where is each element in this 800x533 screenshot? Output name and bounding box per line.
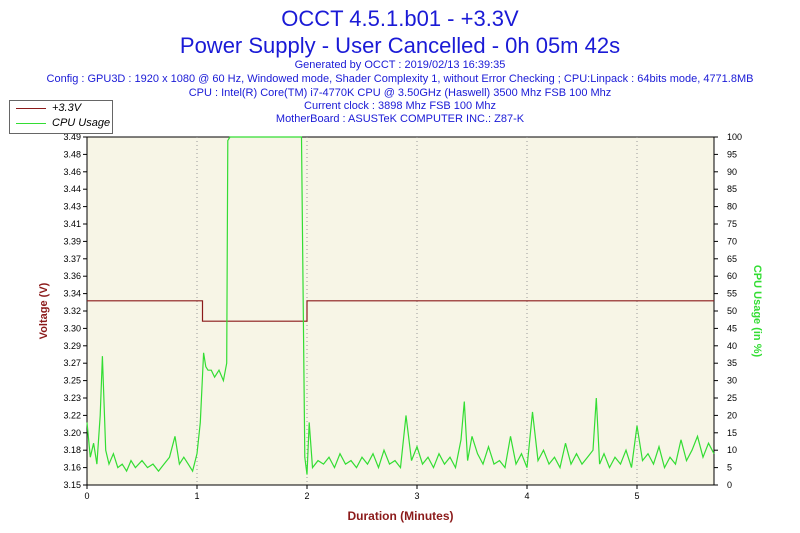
y-left-tick-label: 3.44 bbox=[63, 184, 81, 194]
y-left-tick-label: 3.18 bbox=[63, 445, 81, 455]
y-right-tick-label: 60 bbox=[727, 271, 737, 281]
y-left-tick-label: 3.20 bbox=[63, 428, 81, 438]
y-right-tick-label: 5 bbox=[727, 463, 732, 473]
config-info: Config : GPU3D : 1920 x 1080 @ 60 Hz, Wi… bbox=[46, 73, 754, 85]
chart-legend: +3.3V CPU Usage bbox=[9, 100, 113, 134]
y-left-tick-label: 3.46 bbox=[63, 167, 81, 177]
y-right-tick-label: 45 bbox=[727, 323, 737, 333]
y-left-tick-label: 3.43 bbox=[63, 202, 81, 212]
y-left-tick-label: 3.23 bbox=[63, 393, 81, 403]
y-right-tick-label: 95 bbox=[727, 149, 737, 159]
y-left-tick-label: 3.30 bbox=[63, 323, 81, 333]
y-left-tick-label: 3.34 bbox=[63, 289, 81, 299]
x-tick-label: 0 bbox=[84, 491, 89, 501]
x-axis-title: Duration (Minutes) bbox=[348, 509, 454, 523]
y-left-tick-label: 3.39 bbox=[63, 236, 81, 246]
x-tick-label: 1 bbox=[194, 491, 199, 501]
y-right-tick-label: 35 bbox=[727, 358, 737, 368]
generated-info: Generated by OCCT : 2019/02/13 16:39:35 bbox=[294, 59, 506, 71]
y-left-tick-label: 3.15 bbox=[63, 480, 81, 490]
legend-item-cpu: CPU Usage bbox=[10, 116, 112, 131]
x-tick-label: 4 bbox=[524, 491, 529, 501]
y-right-tick-label: 85 bbox=[727, 184, 737, 194]
chart-title-line2: Power Supply - User Cancelled - 0h 05m 4… bbox=[179, 33, 621, 58]
y-right-tick-label: 20 bbox=[727, 410, 737, 420]
y-left-tick-label: 3.29 bbox=[63, 341, 81, 351]
y-left-axis-title: Voltage (V) bbox=[38, 282, 50, 339]
cpu-usage-series-line bbox=[86, 136, 715, 475]
x-tick-label: 5 bbox=[634, 491, 639, 501]
y-left-tick-label: 3.27 bbox=[63, 358, 81, 368]
chart-title-line1: OCCT 4.5.1.b01 - +3.3V bbox=[281, 6, 519, 31]
cpu-info: CPU : Intel(R) Core(TM) i7-4770K CPU @ 3… bbox=[188, 87, 612, 99]
y-left-tick-label: 3.49 bbox=[63, 132, 81, 142]
y-right-tick-label: 90 bbox=[727, 167, 737, 177]
y-right-tick-label: 50 bbox=[727, 306, 737, 316]
voltage-series-line bbox=[87, 300, 714, 322]
y-left-tick-label: 3.25 bbox=[63, 376, 81, 386]
y-right-tick-label: 70 bbox=[727, 236, 737, 246]
y-right-tick-label: 30 bbox=[727, 376, 737, 386]
y-right-tick-label: 25 bbox=[727, 393, 737, 403]
y-left-tick-label: 3.22 bbox=[63, 410, 81, 420]
y-right-tick-label: 0 bbox=[727, 480, 732, 490]
y-right-tick-label: 75 bbox=[727, 219, 737, 229]
y-left-tick-label: 3.36 bbox=[63, 271, 81, 281]
y-left-tick-label: 3.37 bbox=[63, 254, 81, 264]
legend-label-cpu: CPU Usage bbox=[52, 117, 111, 129]
legend-item-voltage: +3.3V bbox=[10, 101, 112, 116]
plot-area bbox=[86, 136, 715, 486]
y-left-tick-label: 3.48 bbox=[63, 149, 81, 159]
legend-swatch-cpu bbox=[16, 123, 46, 124]
x-tick-label: 2 bbox=[304, 491, 309, 501]
legend-label-voltage: +3.3V bbox=[52, 102, 82, 114]
y-right-tick-label: 15 bbox=[727, 428, 737, 438]
x-tick-label: 3 bbox=[414, 491, 419, 501]
y-right-tick-label: 100 bbox=[727, 132, 742, 142]
y-left-tick-label: 3.41 bbox=[63, 219, 81, 229]
y-right-tick-label: 55 bbox=[727, 289, 737, 299]
y-right-axis-title: CPU Usage (in %) bbox=[751, 265, 763, 358]
y-left-tick-label: 3.32 bbox=[63, 306, 81, 316]
y-right-tick-label: 10 bbox=[727, 445, 737, 455]
y-right-tick-label: 65 bbox=[727, 254, 737, 264]
legend-swatch-voltage bbox=[16, 108, 46, 109]
y-right-tick-label: 40 bbox=[727, 341, 737, 351]
motherboard-info: MotherBoard : ASUSTeK COMPUTER INC.: Z87… bbox=[275, 113, 525, 125]
y-left-tick-label: 3.16 bbox=[63, 463, 81, 473]
clock-info: Current clock : 3898 Mhz FSB 100 Mhz bbox=[304, 100, 496, 112]
y-right-tick-label: 80 bbox=[727, 202, 737, 212]
